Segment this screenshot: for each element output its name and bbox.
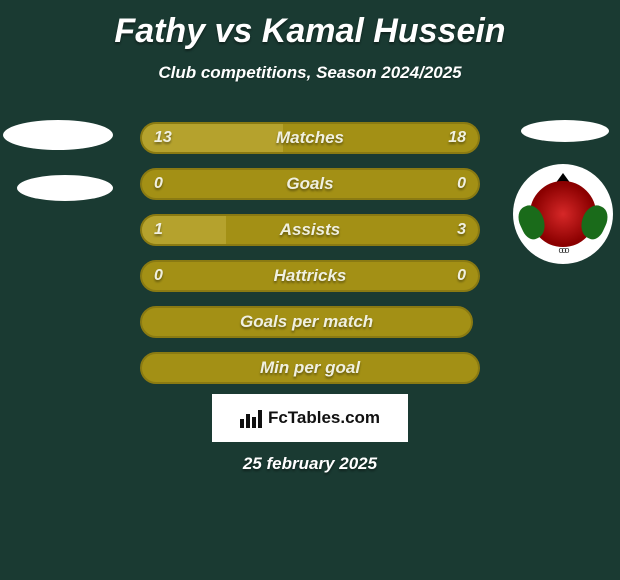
- club-badge: ooo: [513, 164, 613, 264]
- placeholder-ellipse: [521, 120, 609, 142]
- stat-bar: Goals0 0: [140, 168, 480, 200]
- stat-bar: Assists1 3: [140, 214, 480, 246]
- stat-label: Min per goal: [142, 358, 478, 378]
- stat-bar: Hattricks0 0: [140, 260, 480, 292]
- stat-bar: Matches13 18: [140, 122, 480, 154]
- stat-value-right: 18: [448, 129, 466, 147]
- comparison-bars: Matches1318Goals00Assists13Hattricks00Go…: [140, 122, 480, 398]
- stat-label: Goals: [142, 174, 478, 194]
- stat-value-left: 0: [154, 267, 163, 285]
- chart-icon: [240, 408, 262, 428]
- stat-label: Matches: [142, 128, 478, 148]
- right-player-graphic: ooo: [507, 120, 617, 264]
- crest-icon: ooo: [524, 175, 602, 253]
- watermark: FcTables.com: [212, 394, 408, 442]
- stat-bar: Min per goal: [140, 352, 480, 384]
- placeholder-ellipse: [3, 120, 113, 150]
- left-player-graphic: [3, 120, 113, 226]
- page-subtitle: Club competitions, Season 2024/2025: [0, 63, 620, 83]
- date-label: 25 february 2025: [0, 454, 620, 474]
- stat-value-right: 3: [457, 221, 466, 239]
- stat-value-left: 1: [154, 221, 163, 239]
- stat-value-right: 0: [457, 175, 466, 193]
- watermark-text: FcTables.com: [268, 408, 380, 428]
- stat-bar: Goals per match: [140, 306, 473, 338]
- stat-value-left: 13: [154, 129, 172, 147]
- stat-label: Goals per match: [142, 312, 471, 332]
- page-title: Fathy vs Kamal Hussein: [0, 0, 620, 51]
- stat-label: Hattricks: [142, 266, 478, 286]
- stat-label: Assists: [142, 220, 478, 240]
- stat-value-right: 0: [457, 267, 466, 285]
- stat-value-left: 0: [154, 175, 163, 193]
- placeholder-ellipse: [17, 175, 113, 201]
